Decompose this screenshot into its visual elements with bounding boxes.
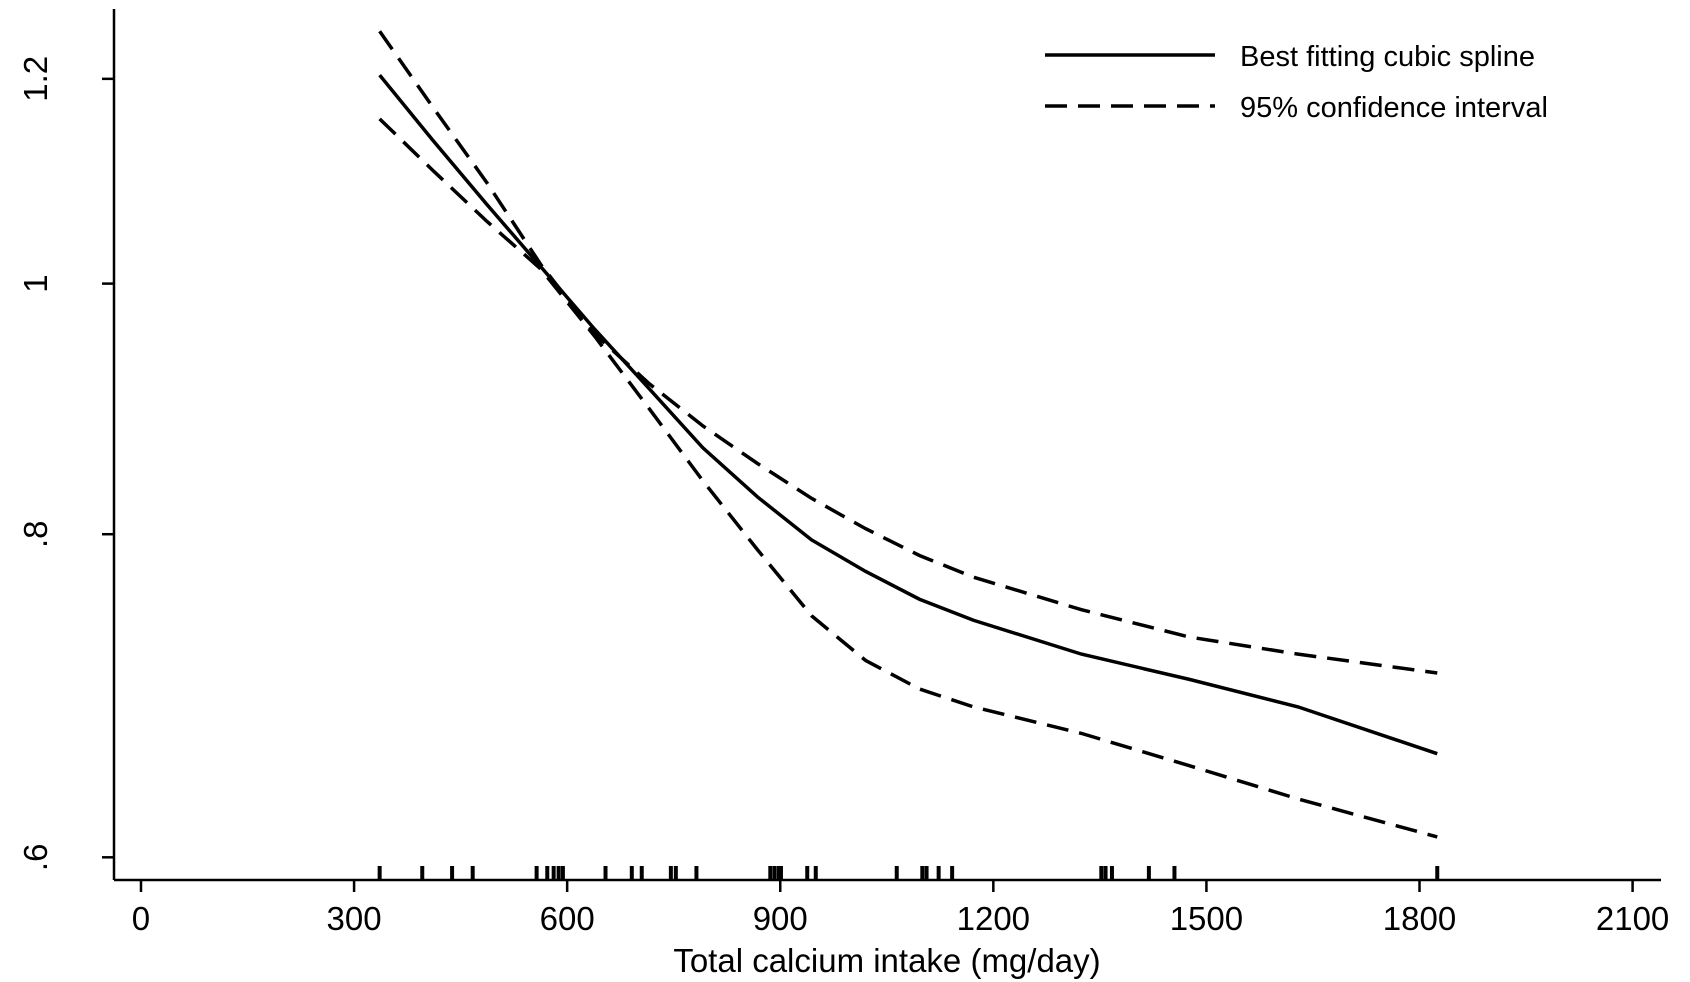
y-tick-label: 1 (17, 274, 54, 292)
y-tick-label: .6 (17, 844, 54, 872)
x-tick-label: 1500 (1170, 900, 1243, 937)
x-tick-label: 600 (540, 900, 595, 937)
series-line (378, 74, 1438, 756)
x-tick-label: 300 (327, 900, 382, 937)
series-line (378, 117, 1438, 839)
x-tick-label: 1200 (957, 900, 1030, 937)
x-tick-label: 900 (753, 900, 808, 937)
legend-label: Best fitting cubic spline (1240, 41, 1535, 73)
x-axis-title: Total calcium intake (mg/day) (673, 942, 1100, 979)
legend-label: 95% confidence interval (1240, 92, 1548, 124)
series-line (378, 30, 1438, 675)
x-tick-label: 1800 (1383, 900, 1456, 937)
x-tick-label: 2100 (1596, 900, 1669, 937)
y-tick-label: 1.2 (17, 56, 54, 102)
y-tick-label: .8 (17, 520, 54, 548)
x-tick-label: 0 (132, 900, 150, 937)
